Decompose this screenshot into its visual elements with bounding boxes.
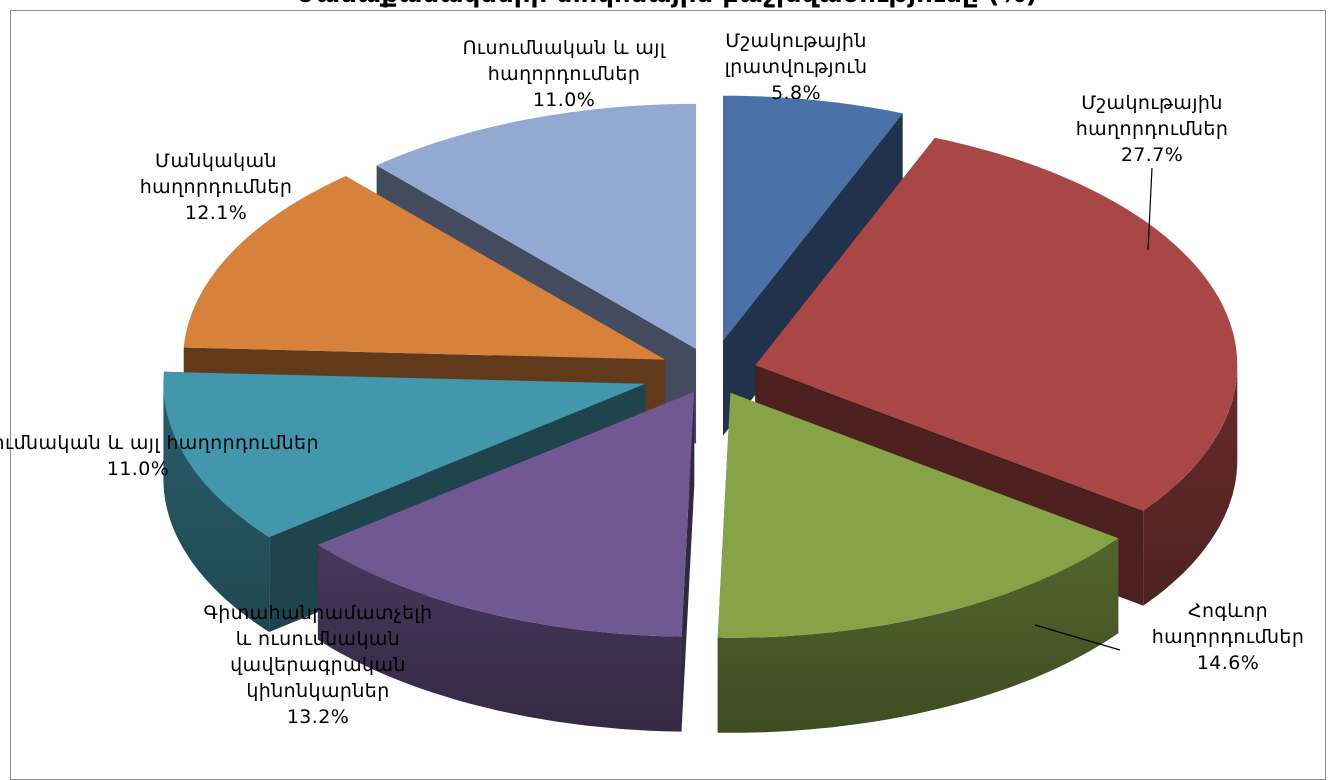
data-label-value: 12.1% <box>184 202 248 224</box>
slice-top <box>163 371 646 537</box>
data-label-value: 11.0% <box>106 458 170 480</box>
data-label-value: 14.6% <box>1196 652 1260 674</box>
data-label-value: 27.7% <box>1120 144 1184 166</box>
data-label-name: Հոգևոր հաղորդումներ <box>1151 600 1305 648</box>
data-label-name: Մանկական հաղորդումներ <box>139 150 293 198</box>
slice-top <box>183 176 666 360</box>
data-label-name: Ուսումնական և այլ հաղորդումներ <box>0 432 319 454</box>
data-label-name: Ուսումնական և այլ հաղորդումներ <box>462 37 666 85</box>
data-label: Ուսումնական և այլ հաղորդումներ 11.0% <box>0 430 319 482</box>
slice-top <box>755 137 1238 511</box>
data-label-name: Մշակութային հաղորդումներ <box>1075 92 1229 140</box>
data-label: Գիտահանրամատչելի և ուսումնական վավերագրա… <box>204 600 433 730</box>
data-label-name: Գիտահանրամատչելի և ուսումնական վավերագրա… <box>203 602 433 702</box>
data-label: Հոգևոր հաղորդումներ 14.6% <box>1152 598 1305 676</box>
data-label: Մշակութային հաղորդումներ 27.7% <box>1076 90 1229 168</box>
data-label-value: 13.2% <box>286 706 350 728</box>
chart-title: ժամաքանակների տոկոսային բաշխվածությունը … <box>0 0 1335 10</box>
slice-top <box>376 103 697 349</box>
leader-line <box>1034 624 1121 651</box>
slice-top <box>317 391 695 637</box>
data-label-value: 5.8% <box>771 82 821 104</box>
slice-top <box>723 95 903 341</box>
data-label: Մշակութային լրատվություն 5.8% <box>725 28 868 106</box>
pie-slice <box>717 392 1119 733</box>
leader-line <box>1147 167 1153 251</box>
data-label: Մանկական հաղորդումներ 12.1% <box>140 148 293 226</box>
pie-slice <box>317 391 695 732</box>
data-label: Ուսումնական և այլ հաղորդումներ 11.0% <box>463 35 666 113</box>
slice-top <box>717 392 1119 638</box>
data-label-name: Մշակութային լրատվություն <box>724 30 868 78</box>
data-label-value: 11.0% <box>532 89 596 111</box>
